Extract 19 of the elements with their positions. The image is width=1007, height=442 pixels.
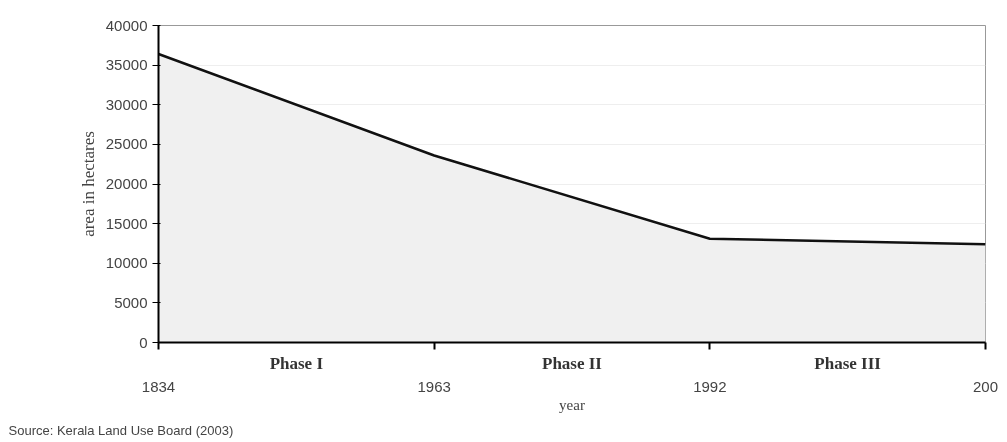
y-tick-label: 0 xyxy=(139,333,148,351)
y-tick-label: 25000 xyxy=(105,135,148,153)
y-tick-label: 35000 xyxy=(105,56,148,74)
text: Phase I xyxy=(269,353,324,373)
x-axis-title: year xyxy=(559,396,585,413)
x-tick-label: 1992 xyxy=(693,377,727,395)
y-tick-label: 40000 xyxy=(105,16,148,34)
x-tick-label: 1963 xyxy=(417,377,451,395)
x-tick-label: 1834 xyxy=(141,377,176,395)
text: Phase III xyxy=(814,353,882,373)
y-tick-label: 20000 xyxy=(105,175,148,192)
source-note: Source: Kerala Land Use Board (2003) xyxy=(8,422,234,438)
text: Phase II xyxy=(542,353,603,373)
x-tick-label: 200 xyxy=(972,377,999,395)
y-axis-title: area in hectares xyxy=(78,131,98,237)
y-tick-label: 10000 xyxy=(105,254,148,272)
y-tick-label: 15000 xyxy=(105,214,148,232)
y-tick-label: 5000 xyxy=(114,293,148,311)
y-tick-label: 30000 xyxy=(105,95,148,113)
